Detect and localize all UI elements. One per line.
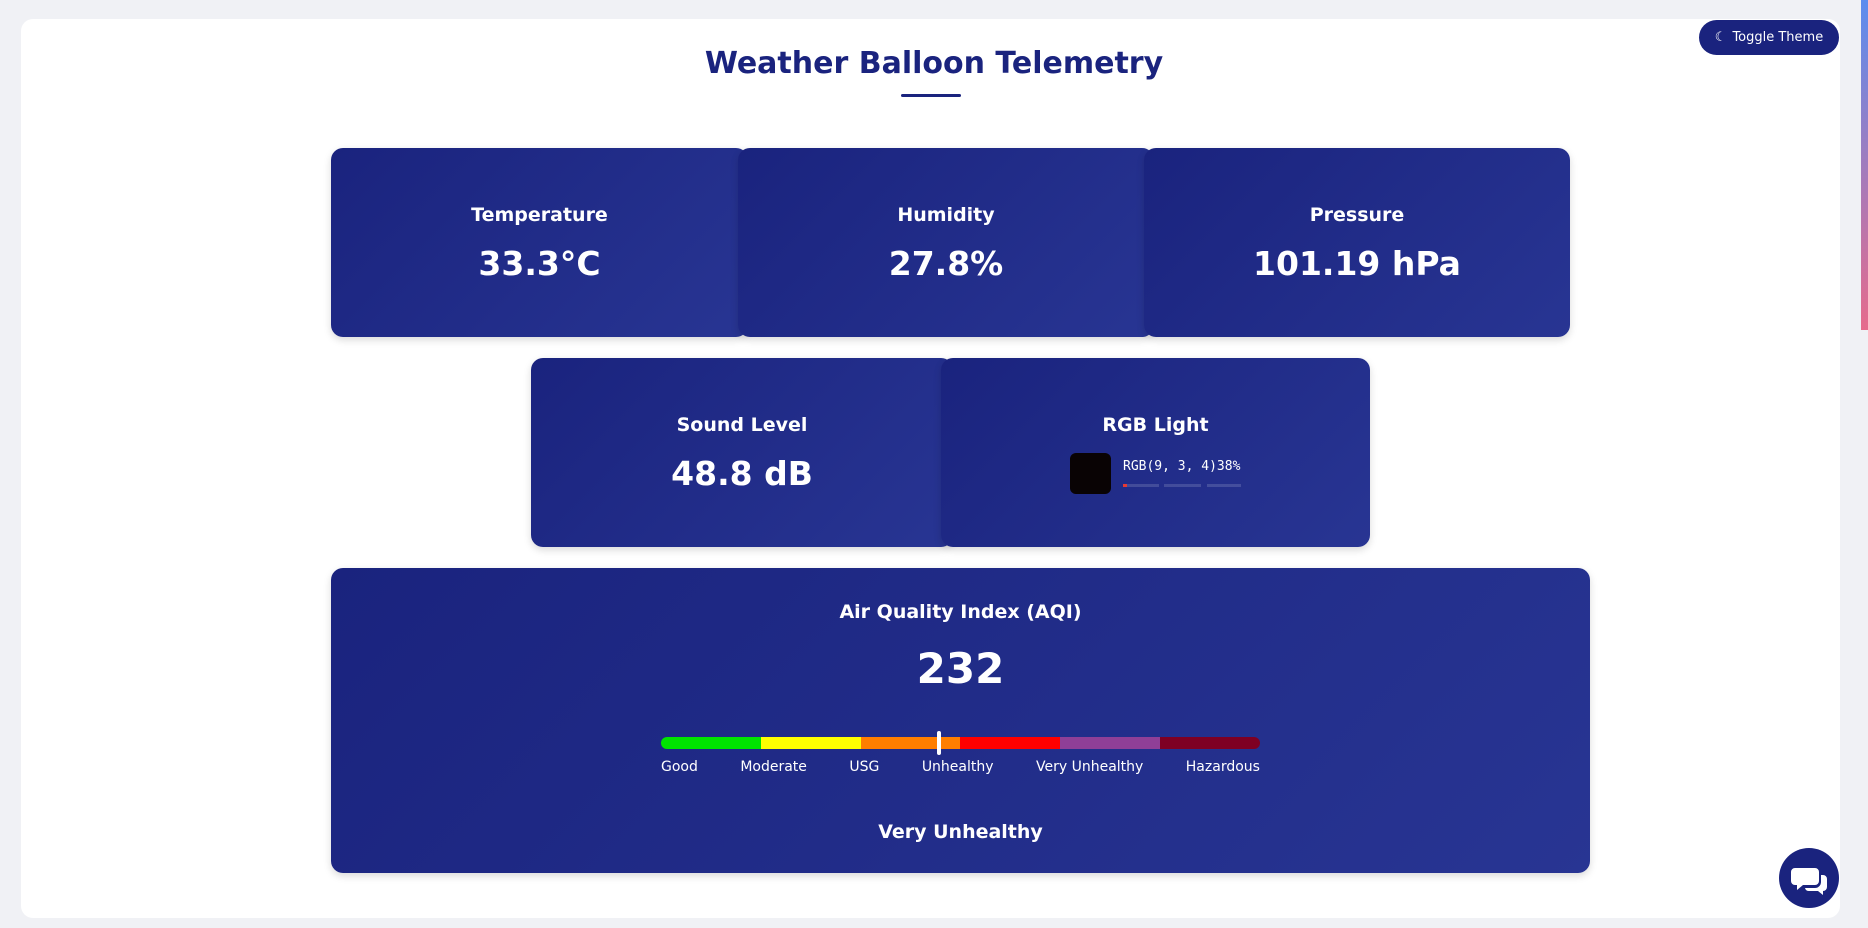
aqi-scale-label: Very Unhealthy (1036, 759, 1144, 775)
toggle-label: Toggle Theme (1732, 30, 1824, 45)
rgb-readout: RGB(9, 3, 4)38% (1123, 459, 1240, 474)
aqi-card: Air Quality Index (AQI) 232 Very Unhealt… (331, 568, 1590, 873)
aqi-status: Very Unhealthy (878, 821, 1043, 843)
card-label: RGB Light (1102, 414, 1209, 436)
aqi-segment (661, 737, 761, 749)
channel-bar (1123, 484, 1159, 487)
aqi-segment (860, 737, 961, 749)
rgb-value: RGB(9, 3, 4) (1123, 459, 1217, 474)
aqi-value: 232 (916, 644, 1005, 693)
aqi-scale-bar (661, 737, 1260, 749)
aqi-scale-label: USG (849, 759, 880, 775)
aqi-marker (936, 731, 941, 755)
card-label: Sound Level (676, 414, 808, 436)
temperature-card: Temperature 33.3°C (331, 148, 748, 337)
channel-bar (1207, 484, 1241, 487)
card-label: Pressure (1309, 204, 1405, 226)
channel-bar (1164, 484, 1201, 487)
color-swatch (1070, 453, 1111, 494)
toggle-theme-button[interactable]: ☾ Toggle Theme (1699, 20, 1839, 55)
aqi-segment (960, 737, 1061, 749)
aqi-scale-label: Moderate (740, 759, 807, 775)
card-value: 33.3°C (478, 244, 601, 283)
aqi-label: Air Quality Index (AQI) (839, 601, 1082, 623)
card-value: 101.19 hPa (1253, 244, 1461, 283)
aqi-scale-labels: Good Moderate USG Unhealthy Very Unhealthy Ha… (661, 759, 1260, 775)
humidity-card: Humidity 27.8% (738, 148, 1154, 337)
brightness: 38% (1216, 459, 1241, 474)
card-value: 27.8% (888, 244, 1004, 283)
sound-card: Sound Level 48.8 dB (531, 358, 953, 547)
chat-button[interactable] (1779, 848, 1839, 908)
aqi-scale-label: Unhealthy (921, 759, 994, 775)
pressure-card: Pressure 101.19 hPa (1144, 148, 1570, 337)
aqi-scale-label: Good (661, 759, 698, 775)
aqi-segment (760, 737, 861, 749)
aqi-segment (1060, 737, 1161, 749)
chat-icon (1791, 868, 1827, 895)
aqi-segment (1160, 737, 1260, 749)
card-label: Humidity (897, 204, 995, 226)
aqi-scale-label: Hazardous (1185, 759, 1260, 775)
page-title: Weather Balloon Telemetry (704, 46, 1164, 81)
title-underline (901, 94, 961, 97)
card-label: Temperature (471, 204, 608, 226)
card-value: 48.8 dB (671, 454, 813, 493)
scrollbar (1861, 0, 1868, 330)
rgb-card: RGB Light (941, 358, 1370, 547)
moon-icon: ☾ (1714, 30, 1727, 45)
